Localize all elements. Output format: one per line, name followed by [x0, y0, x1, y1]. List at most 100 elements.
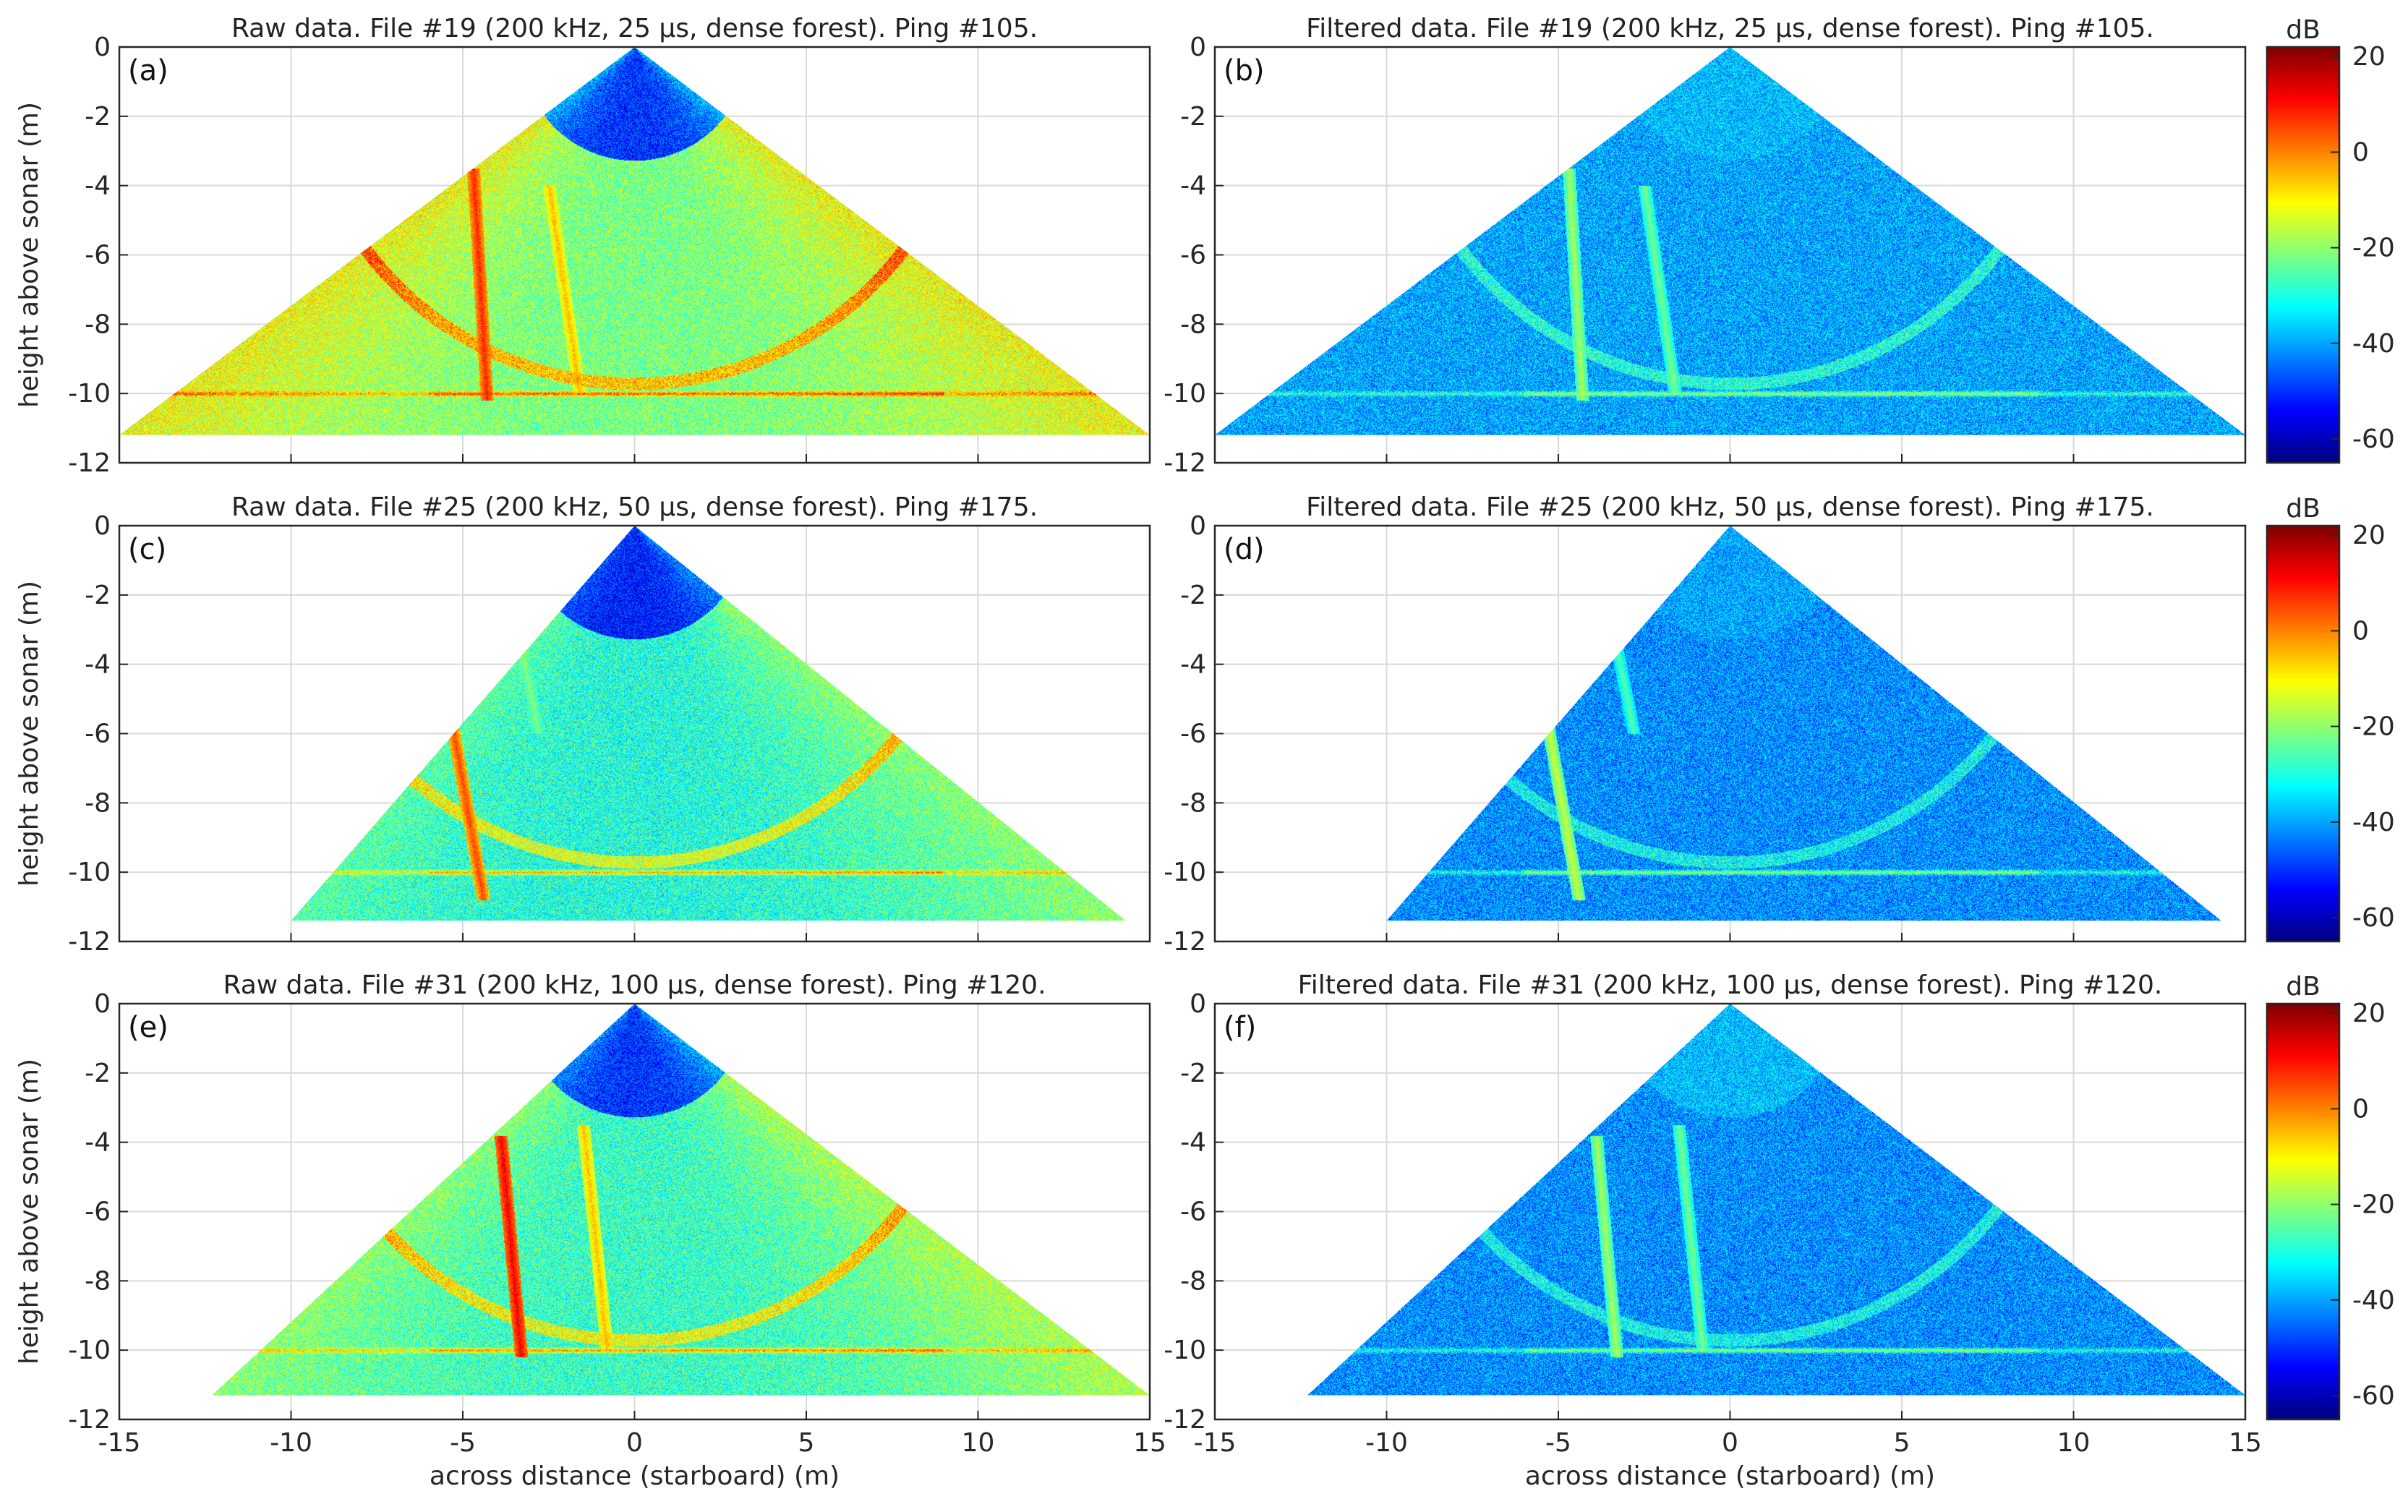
- colorbar-tick-label: -60: [2352, 1381, 2395, 1411]
- colorbar-tick-label: 20: [2352, 521, 2386, 550]
- colorbar-tick-label: -20: [2352, 234, 2395, 263]
- sonar-fan-heatmap: [212, 1004, 1150, 1396]
- colorbar: [2266, 1002, 2341, 1421]
- panel-f: Filtered data. File #31 (200 kHz, 100 µs…: [1164, 970, 2395, 1491]
- sonar-fan-heatmap: [1386, 526, 2221, 921]
- x-tick-label: -15: [98, 1428, 141, 1458]
- colorbar-tick-label: -40: [2352, 329, 2395, 359]
- x-tick-label: 15: [1133, 1428, 1166, 1458]
- y-tick-label: -12: [68, 927, 111, 957]
- y-tick-label: -4: [85, 650, 111, 680]
- y-tick-label: -12: [1164, 927, 1206, 957]
- y-tick-label: -6: [1180, 1197, 1206, 1227]
- x-tick-label: 10: [2057, 1428, 2091, 1458]
- sonar-fan-heatmap: [1215, 47, 2245, 435]
- y-tick-label: -2: [1180, 1059, 1206, 1088]
- y-tick-label: 0: [94, 989, 111, 1019]
- colorbar-label: dB: [2286, 15, 2321, 45]
- x-tick-label: 15: [2229, 1428, 2262, 1458]
- y-tick-label: -2: [85, 581, 111, 610]
- panel-title: Filtered data. File #31 (200 kHz, 100 µs…: [1298, 970, 2163, 1000]
- y-tick-label: -2: [85, 102, 111, 132]
- y-tick-label: -12: [1164, 448, 1206, 478]
- y-axis-label: height above sonar (m): [14, 1059, 44, 1364]
- panel-b: Filtered data. File #19 (200 kHz, 25 µs,…: [1164, 14, 2395, 478]
- y-tick-label: -8: [1180, 309, 1206, 339]
- y-tick-label: -10: [68, 379, 111, 409]
- x-tick-label: -5: [450, 1428, 476, 1458]
- x-tick-label: -15: [1194, 1428, 1237, 1458]
- y-tick-label: -6: [1180, 719, 1206, 749]
- y-tick-label: 0: [1190, 511, 1206, 541]
- colorbar-tick-label: 0: [2352, 1094, 2369, 1124]
- panel-a: Raw data. File #19 (200 kHz, 25 µs, dens…: [14, 14, 1151, 478]
- y-axis-label: height above sonar (m): [14, 581, 44, 887]
- y-tick-label: -10: [1164, 858, 1206, 887]
- sonar-fan-heatmap: [291, 526, 1126, 921]
- colorbar-tick-label: 0: [2352, 616, 2369, 646]
- x-tick-label: 0: [626, 1428, 643, 1458]
- colorbar-label: dB: [2286, 972, 2321, 1001]
- colorbar-tick-label: -60: [2352, 903, 2395, 933]
- x-tick-label: 5: [798, 1428, 815, 1458]
- panel-title: Raw data. File #31 (200 kHz, 100 µs, den…: [223, 970, 1046, 1000]
- y-axis-label: height above sonar (m): [14, 102, 44, 408]
- colorbar-tick-label: -20: [2352, 712, 2395, 742]
- y-tick-label: -8: [85, 788, 111, 818]
- y-tick-label: -12: [1164, 1405, 1206, 1435]
- y-tick-label: -8: [1180, 1266, 1206, 1296]
- panel-title: Filtered data. File #19 (200 kHz, 25 µs,…: [1306, 14, 2154, 43]
- panel-letter: (c): [128, 533, 166, 566]
- colorbar-tick-label: 0: [2352, 137, 2369, 167]
- y-tick-label: -8: [1180, 788, 1206, 818]
- y-tick-label: -6: [85, 719, 111, 749]
- x-tick-label: 10: [962, 1428, 995, 1458]
- x-tick-label: 5: [1894, 1428, 1910, 1458]
- y-tick-label: -2: [1180, 581, 1206, 610]
- panel-title: Raw data. File #25 (200 kHz, 50 µs, dens…: [231, 492, 1038, 522]
- sonar-fan-heatmap: [119, 47, 1150, 435]
- x-tick-label: -10: [270, 1428, 312, 1458]
- y-tick-label: -12: [68, 448, 111, 478]
- colorbar-tick-label: -40: [2352, 808, 2395, 837]
- y-tick-label: 0: [94, 511, 111, 541]
- panel-letter: (e): [128, 1011, 168, 1044]
- y-tick-label: 0: [94, 33, 111, 62]
- x-axis-label: across distance (starboard) (m): [1525, 1461, 1935, 1491]
- x-tick-label: -5: [1545, 1428, 1571, 1458]
- y-tick-label: -8: [85, 309, 111, 339]
- panel-letter: (d): [1224, 533, 1265, 566]
- colorbar-tick-label: -20: [2352, 1190, 2395, 1220]
- colorbar-tick-label: 20: [2352, 42, 2386, 72]
- y-tick-label: -6: [85, 1197, 111, 1227]
- y-tick-label: -4: [85, 1128, 111, 1158]
- x-axis-label: across distance (starboard) (m): [430, 1461, 840, 1491]
- colorbar: [2266, 46, 2341, 464]
- panel-title: Filtered data. File #25 (200 kHz, 50 µs,…: [1306, 492, 2154, 522]
- colorbar: [2266, 524, 2341, 943]
- y-tick-label: -2: [85, 1059, 111, 1088]
- y-tick-label: -6: [85, 241, 111, 270]
- y-tick-label: -10: [1164, 1336, 1206, 1365]
- y-tick-label: -6: [1180, 241, 1206, 270]
- x-tick-label: 0: [1722, 1428, 1738, 1458]
- colorbar-label: dB: [2286, 494, 2321, 524]
- panel-c: Raw data. File #25 (200 kHz, 50 µs, dens…: [14, 492, 1151, 957]
- x-tick-label: -10: [1365, 1428, 1408, 1458]
- y-tick-label: 0: [1190, 33, 1206, 62]
- y-tick-label: -2: [1180, 102, 1206, 132]
- y-tick-label: -10: [1164, 379, 1206, 409]
- panel-letter: (b): [1224, 54, 1265, 87]
- panel-letter: (f): [1224, 1011, 1256, 1044]
- colorbar-tick-label: -60: [2352, 424, 2395, 454]
- panel-title: Raw data. File #19 (200 kHz, 25 µs, dens…: [231, 14, 1038, 43]
- sonar-fan-heatmap: [1307, 1004, 2245, 1396]
- panel-letter: (a): [128, 54, 168, 87]
- y-tick-label: -4: [1180, 650, 1206, 680]
- y-tick-label: -4: [1180, 171, 1206, 201]
- y-tick-label: 0: [1190, 989, 1206, 1019]
- y-tick-label: -8: [85, 1266, 111, 1296]
- y-tick-label: -12: [68, 1405, 111, 1435]
- colorbar-tick-label: 20: [2352, 999, 2386, 1028]
